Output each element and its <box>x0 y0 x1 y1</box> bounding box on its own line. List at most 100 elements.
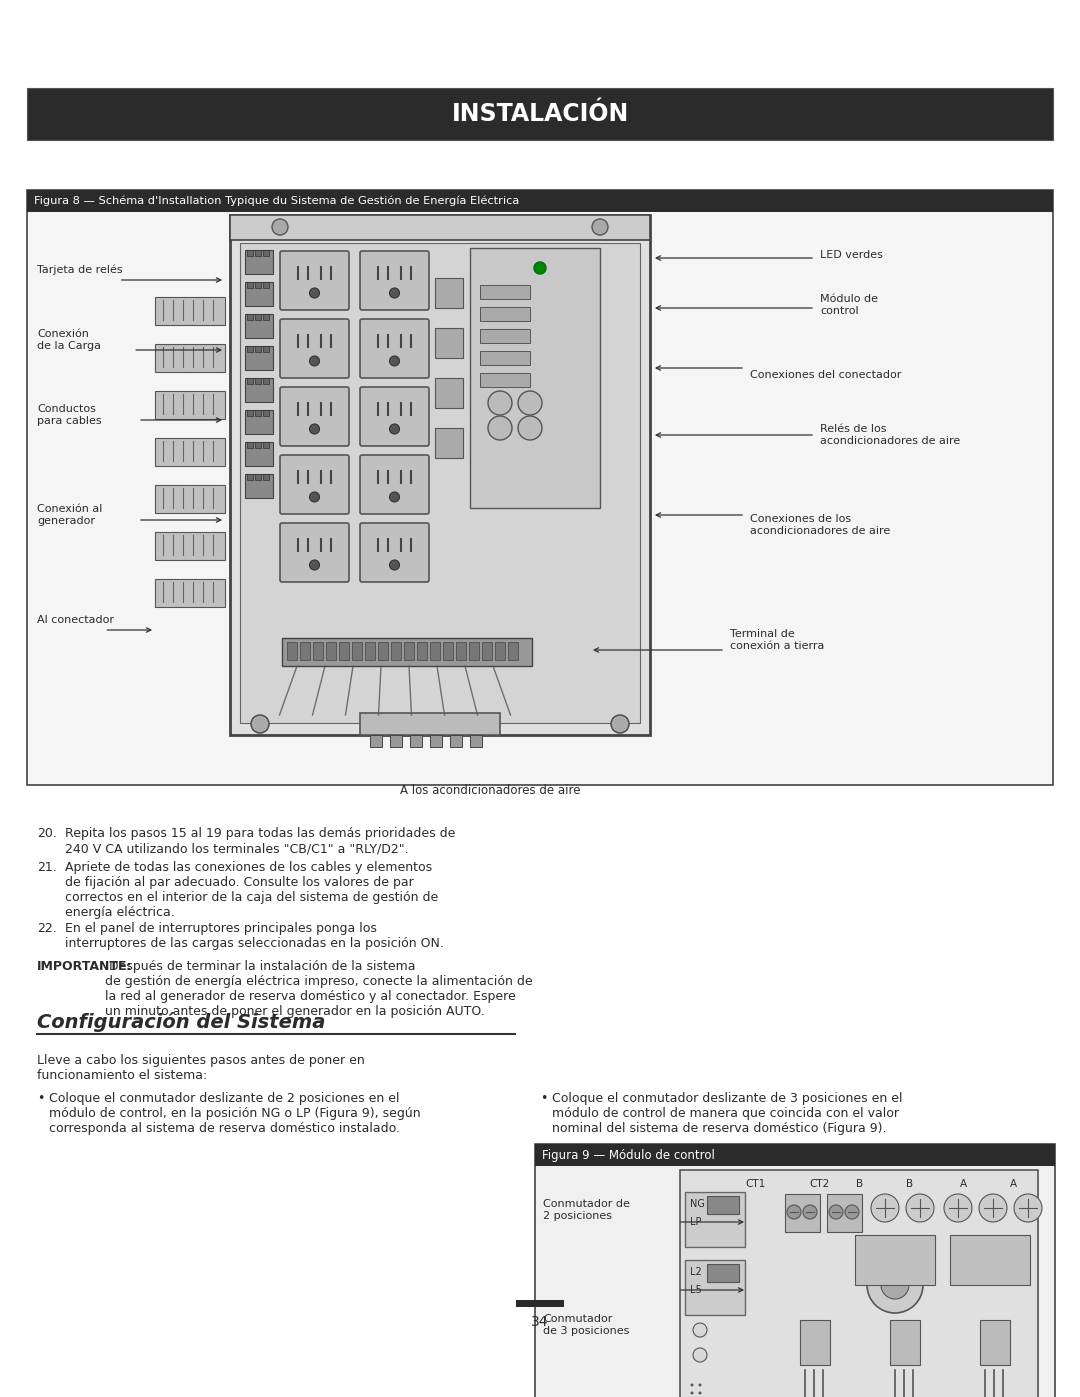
Bar <box>245 346 273 370</box>
Bar <box>480 351 530 365</box>
Bar <box>264 379 269 384</box>
FancyBboxPatch shape <box>280 319 349 379</box>
Bar <box>404 643 414 659</box>
Circle shape <box>488 391 512 415</box>
Circle shape <box>518 416 542 440</box>
Bar <box>435 427 463 458</box>
Text: CT2: CT2 <box>810 1179 831 1189</box>
Bar <box>282 638 532 666</box>
Bar <box>264 409 269 416</box>
Bar <box>680 1171 1038 1397</box>
Bar <box>156 344 225 372</box>
Bar <box>470 249 600 509</box>
Bar <box>480 373 530 387</box>
Bar <box>430 735 442 747</box>
Bar <box>707 1264 739 1282</box>
Bar <box>264 474 269 481</box>
Bar <box>27 190 1053 785</box>
Bar <box>300 643 310 659</box>
FancyBboxPatch shape <box>280 251 349 310</box>
Bar <box>245 250 273 274</box>
Text: LED verdes: LED verdes <box>820 250 882 260</box>
Bar <box>245 314 273 338</box>
Bar <box>156 485 225 513</box>
Text: Repita los pasos 15 al 19 para todas las demás prioridades de
240 V CA utilizand: Repita los pasos 15 al 19 para todas las… <box>65 827 456 855</box>
Text: Conexión al
generador: Conexión al generador <box>37 504 103 525</box>
Bar <box>339 643 349 659</box>
Bar <box>410 735 422 747</box>
Bar <box>707 1196 739 1214</box>
Text: •: • <box>540 1092 548 1105</box>
Circle shape <box>906 1194 934 1222</box>
Circle shape <box>867 1257 923 1313</box>
Circle shape <box>944 1194 972 1222</box>
Bar <box>435 379 463 408</box>
Bar <box>508 643 518 659</box>
Text: Al conectador: Al conectador <box>37 615 114 624</box>
Bar <box>245 282 273 306</box>
Bar <box>230 215 650 240</box>
Bar <box>245 441 273 467</box>
Circle shape <box>690 1383 693 1386</box>
Text: Figura 8 — Schéma d'Installation Typique du Sistema de Gestión de Energía Eléctr: Figura 8 — Schéma d'Installation Typique… <box>33 196 519 207</box>
Circle shape <box>845 1206 859 1220</box>
Bar <box>240 243 640 724</box>
Circle shape <box>870 1194 899 1222</box>
Circle shape <box>693 1323 707 1337</box>
Circle shape <box>390 356 400 366</box>
Bar <box>27 88 1053 140</box>
Bar <box>785 1194 820 1232</box>
Bar <box>313 643 323 659</box>
Text: •: • <box>37 1092 44 1105</box>
Bar <box>255 409 261 416</box>
Bar <box>156 298 225 326</box>
Text: Conductos
para cables: Conductos para cables <box>37 404 102 426</box>
Bar <box>247 314 253 320</box>
FancyBboxPatch shape <box>360 319 429 379</box>
Bar <box>264 314 269 320</box>
Bar <box>950 1235 1030 1285</box>
Text: 21.: 21. <box>37 861 57 875</box>
Text: NG: NG <box>690 1199 705 1208</box>
Bar <box>360 712 500 735</box>
FancyBboxPatch shape <box>280 387 349 446</box>
Bar <box>469 643 480 659</box>
Bar <box>264 346 269 352</box>
Bar <box>495 643 505 659</box>
Bar <box>535 1144 1055 1397</box>
Circle shape <box>693 1348 707 1362</box>
Bar <box>247 441 253 448</box>
Circle shape <box>978 1194 1007 1222</box>
Circle shape <box>829 1206 843 1220</box>
Bar <box>287 643 297 659</box>
FancyBboxPatch shape <box>280 522 349 583</box>
Text: Después de terminar la instalación de la sistema
de gestión de energía eléctrica: Después de terminar la instalación de la… <box>105 960 532 1018</box>
Text: CT1: CT1 <box>746 1179 766 1189</box>
Circle shape <box>1014 1194 1042 1222</box>
Bar <box>450 735 462 747</box>
Circle shape <box>310 560 320 570</box>
Text: Conmutador
de 3 posiciones: Conmutador de 3 posiciones <box>543 1315 630 1336</box>
Text: Coloque el conmutador deslizante de 2 posiciones en el
módulo de control, en la : Coloque el conmutador deslizante de 2 po… <box>49 1092 420 1134</box>
Text: Conmutador de
2 posiciones: Conmutador de 2 posiciones <box>543 1199 630 1221</box>
Text: L2: L2 <box>690 1267 702 1277</box>
FancyBboxPatch shape <box>280 455 349 514</box>
Text: 34: 34 <box>531 1315 549 1329</box>
Bar <box>685 1192 745 1248</box>
Circle shape <box>534 263 546 274</box>
Bar <box>230 215 650 735</box>
Circle shape <box>804 1206 816 1220</box>
Text: IMPORTANTE:: IMPORTANTE: <box>37 960 133 972</box>
Bar <box>391 643 401 659</box>
Text: Módulo de
control: Módulo de control <box>820 295 878 316</box>
Bar <box>456 643 465 659</box>
Bar <box>247 282 253 288</box>
Bar <box>827 1194 862 1232</box>
Bar <box>247 409 253 416</box>
Text: Apriete de todas las conexiones de los cables y elementos
de fijación al par ade: Apriete de todas las conexiones de los c… <box>65 861 438 919</box>
Bar <box>482 643 492 659</box>
Circle shape <box>390 288 400 298</box>
Bar <box>352 643 362 659</box>
Bar <box>156 439 225 467</box>
Bar <box>255 346 261 352</box>
